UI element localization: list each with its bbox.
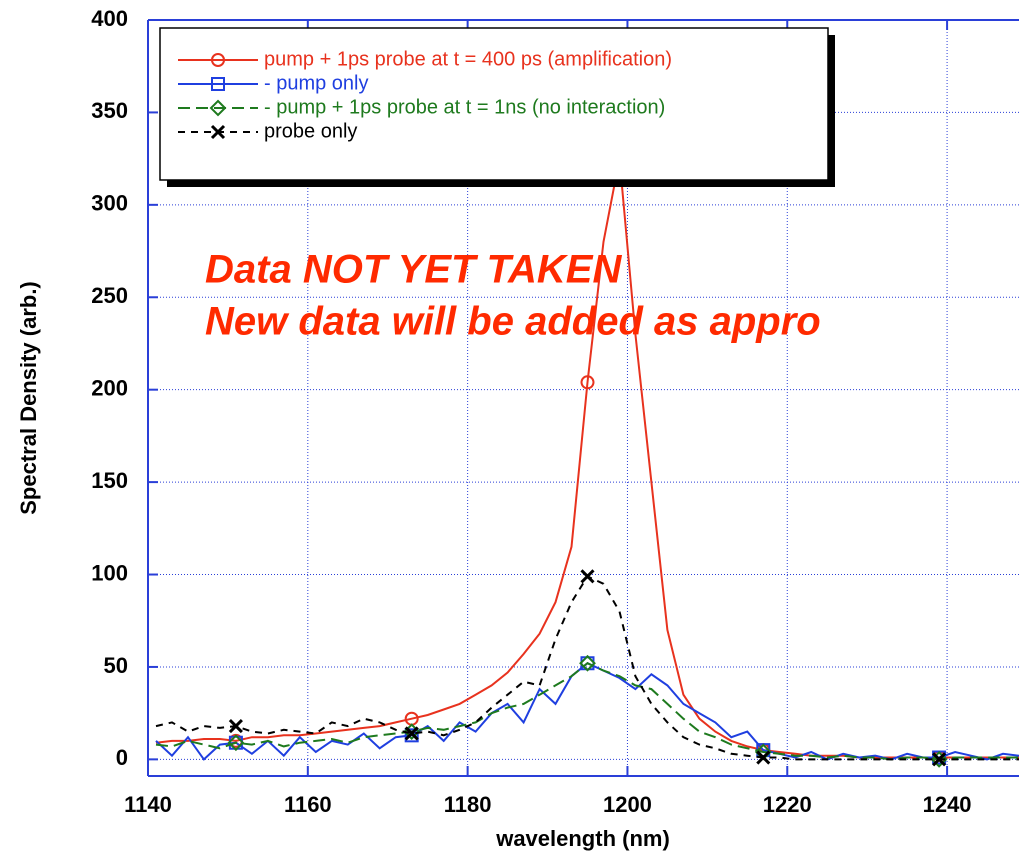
series-line (155, 662, 1019, 761)
marker (580, 569, 595, 584)
x-tick-label: 1160 (284, 792, 332, 817)
marker (211, 53, 225, 67)
legend: pump + 1ps probe at t = 400 ps (amplific… (159, 27, 835, 187)
marker (227, 734, 245, 752)
x-tick-label: 1220 (763, 792, 812, 817)
marker (930, 750, 948, 768)
y-tick-label: 50 (104, 653, 128, 678)
marker (404, 726, 419, 741)
y-tick-label: 400 (91, 6, 128, 31)
marker (211, 77, 225, 91)
marker (580, 375, 595, 390)
y-tick-label: 0 (116, 745, 128, 770)
marker (579, 654, 596, 672)
series-line (155, 158, 1019, 759)
y-tick-label: 300 (91, 191, 128, 216)
legend-label: - pump + 1ps probe at t = 1ns (no intera… (264, 96, 665, 118)
annotations: Data NOT YET TAKEN New data will be added… (205, 248, 821, 344)
series-line (155, 575, 1019, 761)
plot-area (155, 158, 1019, 768)
series-line (155, 662, 1019, 761)
legend-label: probe only (264, 120, 357, 142)
y-tick-label: 200 (91, 375, 128, 400)
y-tick-label: 100 (91, 560, 128, 585)
annotation: Data NOT YET TAKEN (205, 248, 622, 292)
x-tick-label: 1140 (124, 792, 172, 817)
y-tick-label: 350 (91, 98, 128, 123)
marker (209, 99, 227, 117)
marker (756, 750, 771, 765)
marker (404, 728, 419, 743)
annotation: New data will be added as appro (205, 300, 821, 344)
x-tick-label: 1180 (444, 792, 492, 817)
legend-label: - pump only (264, 72, 369, 94)
x-axis-title: wavelength (nm) (495, 826, 670, 851)
marker (932, 752, 947, 767)
legend-label: pump + 1ps probe at t = 400 ps (amplific… (264, 48, 672, 70)
x-tick-label: 1200 (603, 792, 652, 817)
y-axis-title: Spectral Density (arb.) (16, 281, 41, 515)
marker (210, 124, 226, 140)
y-tick-label: 150 (91, 468, 128, 493)
y-tick-label: 250 (91, 283, 128, 308)
grid: 1140 1160 1180 1200 1220 1240 0 50 100 150 200 250 3… (91, 6, 1019, 817)
x-tick-label: 1240 (923, 792, 972, 817)
legend-box (159, 27, 829, 181)
marker (228, 719, 243, 734)
